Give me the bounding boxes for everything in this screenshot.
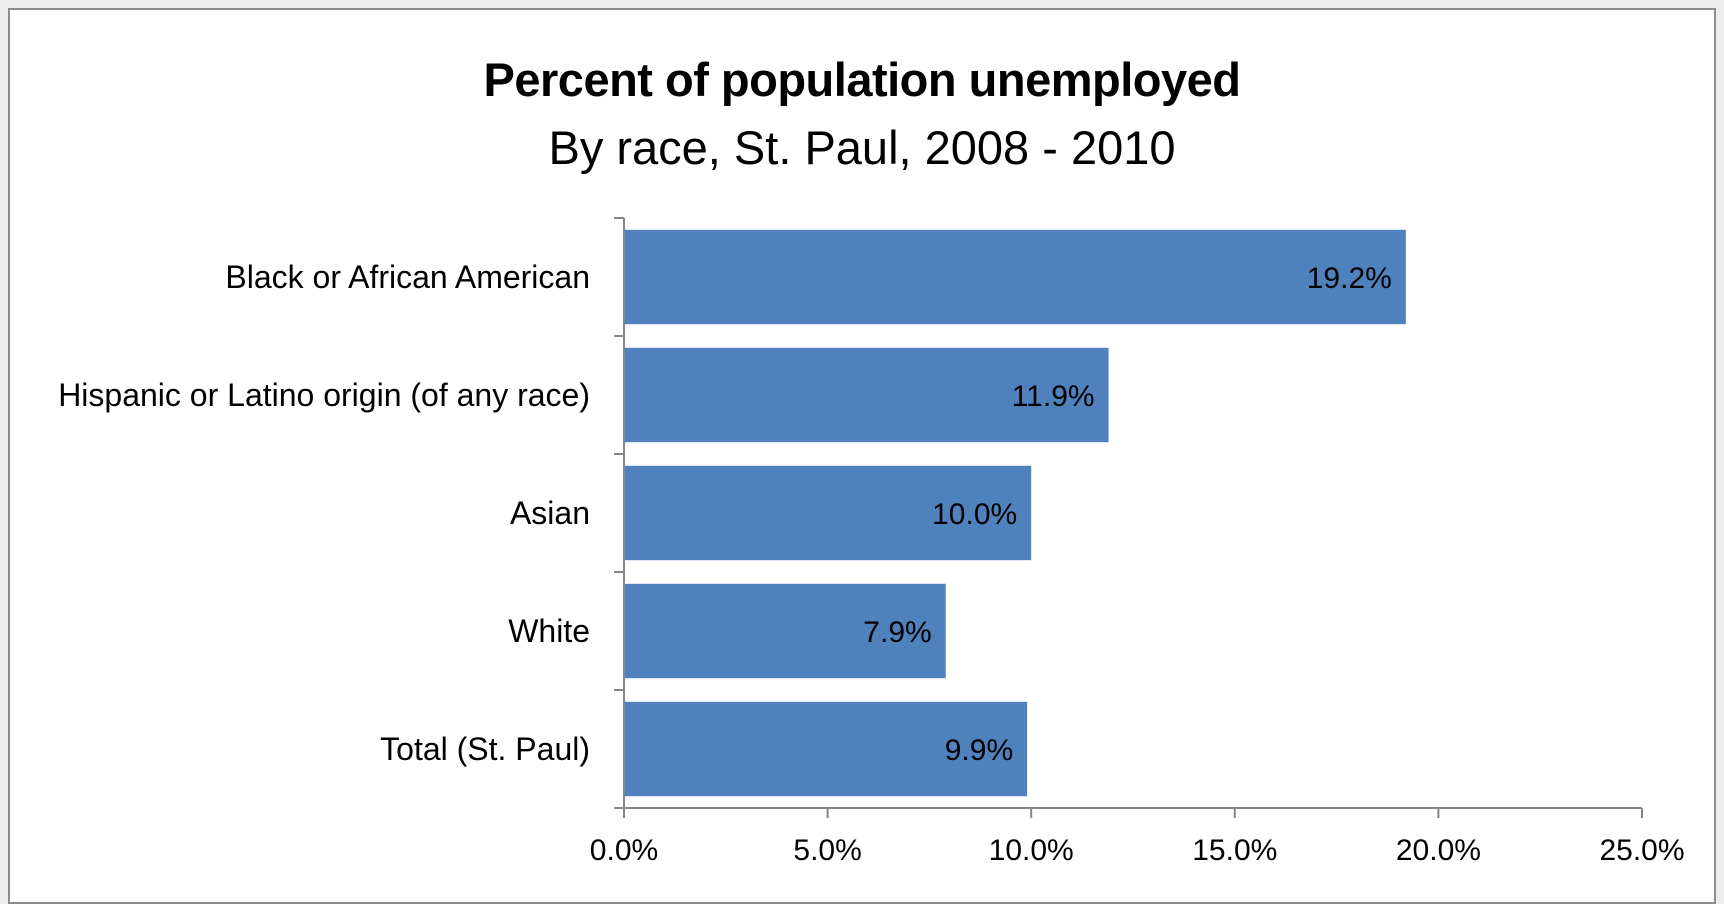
- data-label: 19.2%: [1307, 262, 1392, 295]
- category-label: Total (St. Paul): [380, 731, 590, 767]
- category-label: Asian: [510, 495, 590, 531]
- x-tick-label: 25.0%: [1599, 834, 1684, 867]
- x-tick-label: 20.0%: [1396, 834, 1481, 867]
- data-label: 7.9%: [863, 616, 931, 649]
- category-label: White: [508, 613, 590, 649]
- x-tick-label: 10.0%: [989, 834, 1074, 867]
- category-label: Hispanic or Latino origin (of any race): [58, 377, 590, 413]
- data-label: 9.9%: [945, 734, 1013, 767]
- data-label: 11.9%: [1012, 380, 1095, 413]
- x-tick-label: 15.0%: [1192, 834, 1277, 867]
- data-label: 10.0%: [932, 498, 1017, 531]
- x-tick-label: 0.0%: [590, 834, 658, 867]
- category-label: Black or African American: [225, 259, 590, 295]
- x-tick-label: 5.0%: [793, 834, 861, 867]
- bar: [624, 230, 1406, 324]
